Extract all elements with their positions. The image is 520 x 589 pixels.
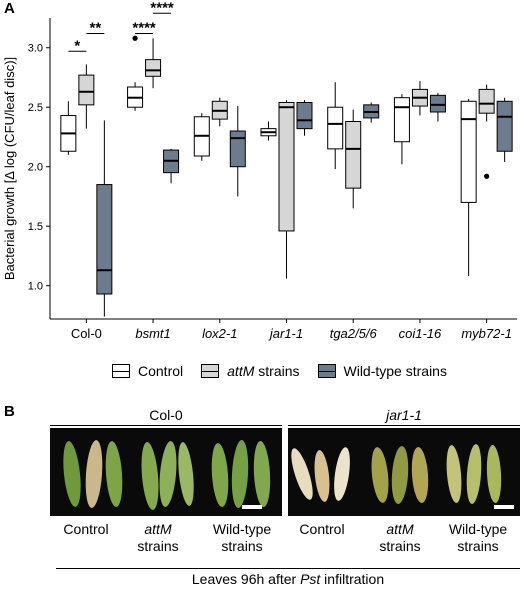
leaf-photo-col0-drawing xyxy=(63,440,271,510)
label-jar1-wildtype-line2: strains xyxy=(457,538,499,554)
label-col0-attm-line1: attM xyxy=(144,521,172,537)
leaf-group-jar1-attm xyxy=(371,446,429,504)
box xyxy=(460,100,477,203)
box xyxy=(96,184,113,295)
significance-label: * xyxy=(74,37,80,54)
scale-bar-col0 xyxy=(242,505,262,509)
box xyxy=(278,101,295,232)
label-col0-wildtype-line2: strains xyxy=(221,538,263,554)
x-tick-label: Col-0 xyxy=(71,326,102,341)
significance-label: ** xyxy=(90,19,102,36)
outlier-point xyxy=(484,173,490,179)
outlier-point xyxy=(132,35,138,41)
label-col0-wildtype: Wild-type strains xyxy=(202,521,282,555)
panel-b-caption-before: Leaves 96h after xyxy=(191,571,301,587)
box xyxy=(393,97,410,143)
leaf-photo-jar1 xyxy=(288,428,520,516)
panel-b-title-rule-left xyxy=(50,425,282,426)
legend-item-wildtype: Wild-type strains xyxy=(317,363,447,379)
box xyxy=(296,101,313,130)
significance-label: **** xyxy=(132,19,156,36)
box xyxy=(478,88,495,114)
label-col0-wildtype-line1: Wild-type xyxy=(212,521,272,537)
panel-b-letter: B xyxy=(4,403,15,420)
panel-b-title-jar1: jar1-1 xyxy=(386,407,422,423)
legend-label-control: Control xyxy=(138,363,184,379)
legend-swatch-attm xyxy=(201,364,220,378)
box xyxy=(429,94,446,113)
label-col0-control: Control xyxy=(56,521,116,538)
legend-label-attm: strains xyxy=(254,363,300,379)
box xyxy=(345,121,362,189)
box xyxy=(145,59,162,77)
y-tick-label: 2.5 xyxy=(28,102,43,114)
legend-item-control: Control xyxy=(112,363,183,379)
label-jar1-attm-line1: attM xyxy=(386,521,414,537)
box xyxy=(78,74,95,106)
legend-label-wildtype: Wild-type strains xyxy=(343,363,447,379)
label-jar1-wildtype-line1: Wild-type xyxy=(448,521,508,537)
leaf-group-col0-wildtype xyxy=(211,440,271,508)
legend-label-attm-italic: attM xyxy=(227,363,255,379)
x-tick-label: bsmt1 xyxy=(135,326,170,341)
panel-b-caption-rule xyxy=(56,568,520,569)
label-col0-control-line1: Control xyxy=(63,521,109,537)
box xyxy=(229,130,246,168)
legend-swatch-control xyxy=(112,364,130,378)
label-jar1-attm: attM strains xyxy=(370,521,430,555)
leaf-group-col0-control xyxy=(63,440,123,508)
leaf-group-jar1-control xyxy=(291,447,350,502)
y-tick-label: 1.5 xyxy=(28,221,43,233)
panel-b-title-col0: Col-0 xyxy=(149,407,183,423)
x-tick-label: lox2-1 xyxy=(202,326,237,341)
label-jar1-wildtype: Wild-type strains xyxy=(438,521,518,555)
significance-label: **** xyxy=(150,0,174,16)
x-tick-label: tga2/5/6 xyxy=(330,326,378,341)
leaf-photo-col0 xyxy=(50,428,282,516)
label-jar1-control-line1: Control xyxy=(299,521,345,537)
leaf-group-jar1-wildtype xyxy=(446,444,502,504)
panel-b-caption-after: infiltration xyxy=(320,571,385,587)
boxplot-chart: 1.0 1.5 2.0 2.5 3.0 Bacterial growth [Δ log (… xyxy=(2,0,517,341)
scale-bar-jar1 xyxy=(494,505,514,509)
legend-swatch-wildtype xyxy=(317,364,336,378)
chart-legend: Control attM strains Wild-type strains xyxy=(112,360,465,382)
label-col0-attm-line2: strains xyxy=(137,538,179,554)
box xyxy=(496,100,513,152)
y-tick-label: 1.0 xyxy=(28,281,43,293)
box xyxy=(327,106,344,150)
panel-b-title-rule-right xyxy=(288,425,520,426)
legend-item-attm: attM strains xyxy=(201,363,300,379)
panel-b-caption: Leaves 96h after Pst infiltration xyxy=(56,571,520,588)
panel-b-caption-italic: Pst xyxy=(300,571,321,587)
label-jar1-attm-line2: strains xyxy=(379,538,421,554)
y-tick-label: 3.0 xyxy=(28,43,43,55)
y-axis-label: Bacterial growth [Δ log (CFU/leaf disc)] xyxy=(2,57,17,280)
y-tick-label: 2.0 xyxy=(28,162,43,174)
panel-a-letter: A xyxy=(4,0,15,17)
leaf-group-col0-attm xyxy=(141,441,194,510)
label-jar1-control: Control xyxy=(292,521,352,538)
x-tick-label: coi1-16 xyxy=(399,326,442,341)
x-tick-label: myb72-1 xyxy=(461,326,512,341)
x-tick-label: jar1-1 xyxy=(268,326,303,341)
label-col0-attm: attM strains xyxy=(128,521,188,555)
leaf-photo-jar1-drawing xyxy=(291,444,502,504)
